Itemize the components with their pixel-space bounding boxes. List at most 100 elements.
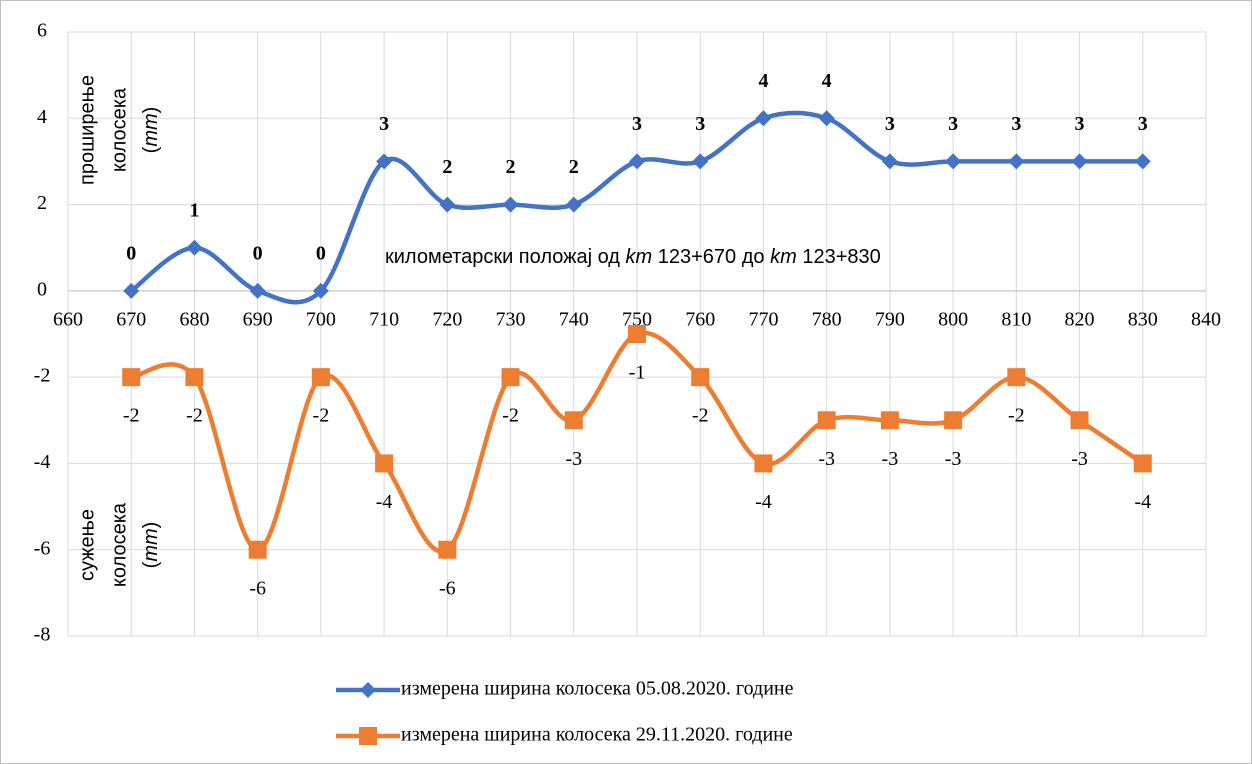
- marker: [755, 110, 772, 127]
- marker: [312, 282, 329, 299]
- marker: [248, 540, 267, 559]
- x-tick-label: 730: [496, 308, 526, 330]
- marker: [817, 411, 836, 430]
- marker: [1133, 454, 1152, 473]
- x-tick-label: 670: [116, 308, 146, 330]
- data-label: 4: [822, 70, 832, 92]
- x-tick-label: 790: [875, 308, 905, 330]
- x-tick-label: 660: [53, 308, 83, 330]
- y-axis-label: колосека: [108, 502, 130, 587]
- marker: [945, 153, 962, 170]
- x-tick-label: 740: [559, 308, 589, 330]
- legend-marker: [359, 727, 377, 745]
- data-label: -3: [565, 448, 582, 470]
- x-tick-label: 760: [685, 308, 715, 330]
- marker: [311, 368, 330, 387]
- data-label: -4: [376, 491, 393, 513]
- data-label: 2: [442, 156, 452, 178]
- marker: [1134, 153, 1151, 170]
- y-axis-label: проширење: [76, 75, 98, 185]
- marker: [439, 196, 456, 213]
- marker: [186, 239, 203, 256]
- marker: [881, 153, 898, 170]
- data-label: -1: [629, 362, 646, 384]
- y-axis-label-part: ): [140, 107, 162, 114]
- annotation-part: 123+830: [797, 246, 881, 268]
- x-tick-label: 710: [369, 308, 399, 330]
- x-tick-label: 750: [622, 308, 652, 330]
- y-axis-label: сужење: [76, 509, 98, 581]
- legend-marker: [360, 682, 376, 698]
- marker: [628, 325, 646, 343]
- data-label: -3: [945, 448, 962, 470]
- annotation-part: километарски положај од: [385, 246, 626, 268]
- y-tick-label: 4: [37, 106, 47, 128]
- marker: [438, 540, 457, 559]
- marker: [502, 196, 519, 213]
- y-tick-label: -4: [34, 451, 51, 473]
- marker: [122, 368, 141, 387]
- data-label: 0: [316, 242, 326, 264]
- y-axis-label-part: mm: [140, 528, 162, 561]
- data-label: -3: [1071, 448, 1088, 470]
- data-label: -4: [1134, 491, 1151, 513]
- data-label: 2: [569, 156, 579, 178]
- marker: [880, 411, 899, 430]
- marker: [1071, 153, 1088, 170]
- y-tick-label: 6: [37, 20, 47, 42]
- data-label: -6: [439, 577, 456, 599]
- annotation: километарски положај од km 123+670 до km…: [385, 246, 881, 268]
- y-axis-label-part: mm: [140, 113, 162, 146]
- data-label: 3: [1138, 113, 1148, 135]
- x-tick-label: 800: [938, 308, 968, 330]
- data-label: 0: [126, 242, 136, 264]
- x-tick-label: 700: [306, 308, 336, 330]
- data-label: 3: [695, 113, 705, 135]
- y-tick-label: -2: [34, 365, 51, 387]
- marker: [564, 411, 583, 430]
- marker: [629, 153, 645, 170]
- marker: [249, 282, 266, 299]
- marker: [818, 110, 835, 127]
- y-axis-label-part: (: [140, 561, 162, 568]
- data-label: 4: [758, 70, 768, 92]
- marker: [375, 454, 394, 473]
- marker: [123, 282, 140, 299]
- y-tick-label: 0: [37, 278, 47, 300]
- x-tick-label: 810: [1001, 308, 1031, 330]
- marker: [692, 153, 709, 170]
- data-label: 3: [1075, 113, 1085, 135]
- y-tick-label: 2: [37, 192, 47, 214]
- legend-label: измерена ширина колосека 29.11.2020. год…: [401, 724, 793, 746]
- marker: [944, 411, 963, 430]
- x-tick-label: 720: [432, 308, 462, 330]
- data-label: 3: [1011, 113, 1021, 135]
- data-label: -3: [818, 448, 835, 470]
- data-label: -4: [755, 491, 772, 513]
- marker: [1007, 368, 1026, 387]
- y-axis-label-part: ): [140, 522, 162, 529]
- marker: [565, 196, 582, 213]
- data-label: 3: [885, 113, 895, 135]
- data-label: 3: [948, 113, 958, 135]
- y-axis-label: (mm): [140, 107, 162, 154]
- marker: [185, 368, 204, 387]
- data-label: -3: [882, 448, 899, 470]
- y-axis-label: (mm): [140, 522, 162, 569]
- legend-label: измерена ширина колосека 05.08.2020. год…: [401, 678, 794, 700]
- x-tick-label: 770: [748, 308, 778, 330]
- y-axis-label: колосека: [108, 87, 130, 172]
- x-tick-label: 780: [812, 308, 842, 330]
- x-tick-label: 680: [179, 308, 209, 330]
- x-tick-label: 840: [1191, 308, 1221, 330]
- data-label: 3: [379, 113, 389, 135]
- data-label: -2: [1008, 405, 1025, 427]
- marker: [754, 454, 773, 473]
- data-label: 3: [632, 113, 642, 135]
- data-label: -2: [502, 405, 519, 427]
- marker: [1008, 153, 1025, 170]
- annotation-part: 123+670 до: [652, 246, 770, 268]
- marker: [1070, 411, 1089, 430]
- x-tick-label: 820: [1065, 308, 1095, 330]
